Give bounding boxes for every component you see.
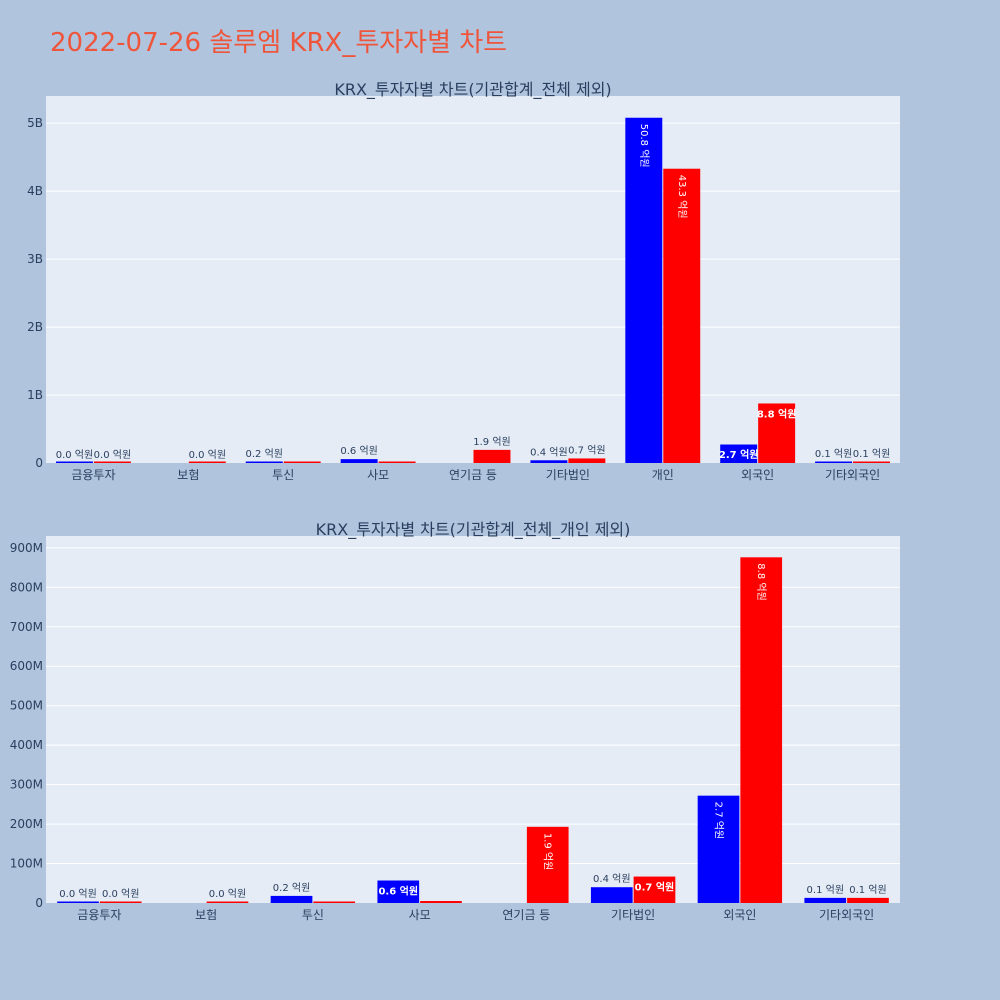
data-label: 0.1 억원 — [849, 884, 886, 896]
page-title: 2022-07-26 솔루엠 KRX_투자자별 차트 — [50, 28, 508, 58]
x-tick-label: 투신 — [302, 908, 324, 922]
x-tick-label: 기타외국인 — [825, 468, 880, 482]
bar-buy — [377, 880, 420, 903]
bar-sell — [473, 449, 511, 463]
bar-sell — [740, 557, 783, 903]
x-tick-label: 기타외국인 — [819, 908, 874, 922]
bar-sell — [93, 461, 131, 463]
y-tick-label: 1B — [27, 388, 43, 402]
x-tick-label: 개인 — [652, 468, 674, 482]
data-label: 0.1 억원 — [815, 448, 852, 460]
bar-sell — [420, 901, 462, 903]
bar-buy — [625, 117, 663, 464]
y-tick-label: 500M — [10, 699, 43, 713]
data-label: 0.0 억원 — [209, 888, 246, 900]
y-tick-label: 0 — [35, 896, 43, 910]
x-tick-label: 연기금 등 — [449, 468, 497, 482]
bar-sell — [378, 461, 416, 463]
y-tick-label: 5B — [27, 116, 43, 130]
bar-sell — [633, 876, 676, 903]
bar-sell — [283, 461, 321, 463]
data-label: 2.7 억원 — [719, 448, 759, 461]
y-tick-label: 400M — [10, 738, 43, 752]
data-label: 8.8 억원 — [755, 563, 767, 600]
data-label: 0.7 억원 — [568, 444, 605, 456]
y-tick-label: 3B — [27, 252, 43, 266]
x-tick-label: 금융투자 — [77, 908, 121, 922]
bar-sell — [758, 403, 796, 463]
bar-sell — [313, 901, 356, 903]
bar-sell — [206, 901, 249, 903]
data-label: 50.8 억원 — [638, 124, 650, 168]
bar-buy — [270, 895, 313, 903]
x-tick-label: 연기금 등 — [502, 908, 550, 922]
data-label: 0.0 억원 — [102, 888, 139, 900]
bar-buy — [530, 460, 568, 463]
y-tick-label: 0 — [35, 456, 43, 470]
x-tick-label: 외국인 — [723, 908, 756, 922]
y-tick-label: 2B — [27, 320, 43, 334]
data-label: 1.9 억원 — [542, 833, 554, 870]
bar-buy — [245, 461, 283, 463]
data-label: 0.2 억원 — [273, 882, 310, 894]
data-label: 0.2 억원 — [246, 448, 283, 460]
bar-sell — [663, 168, 701, 463]
bar-buy — [720, 444, 758, 463]
data-label: 0.0 억원 — [59, 888, 96, 900]
x-tick-label: 투신 — [272, 468, 294, 482]
bar-buy — [815, 461, 853, 463]
data-label: 0.7 억원 — [635, 881, 675, 894]
data-label: 0.0 억원 — [189, 449, 226, 461]
data-label: 2.7 억원 — [713, 802, 725, 839]
data-label: 0.1 억원 — [807, 884, 844, 896]
data-label: 1.9 억원 — [473, 436, 510, 448]
bar-sell — [188, 461, 226, 463]
x-tick-label: 금융투자 — [71, 468, 115, 482]
bar-sell — [99, 901, 142, 903]
x-tick-label: 기타법인 — [546, 468, 590, 482]
bar-sell — [526, 826, 569, 903]
bar-buy — [55, 461, 93, 463]
bar-buy — [804, 897, 847, 903]
bar-buy — [590, 887, 633, 903]
data-label: 0.4 억원 — [530, 446, 567, 458]
data-label: 0.1 억원 — [853, 448, 890, 460]
y-tick-label: 4B — [27, 184, 43, 198]
data-label: 0.0 억원 — [56, 449, 93, 461]
x-tick-label: 외국인 — [741, 468, 774, 482]
x-tick-label: 보험 — [177, 468, 199, 482]
data-label: 43.3 억원 — [676, 175, 688, 219]
y-tick-label: 900M — [10, 541, 43, 555]
y-tick-label: 800M — [10, 580, 43, 594]
chart-title: KRX_투자자별 차트(기관합계_전체 제외) — [334, 80, 611, 100]
bar-buy — [340, 459, 378, 463]
y-tick-label: 100M — [10, 857, 43, 871]
bar-buy — [57, 901, 99, 903]
data-label: 8.8 억원 — [757, 407, 797, 420]
bar-sell — [853, 461, 891, 463]
y-tick-label: 200M — [10, 817, 43, 831]
y-tick-label: 700M — [10, 620, 43, 634]
chart-title: KRX_투자자별 차트(기관합계_전체_개인 제외) — [316, 520, 631, 540]
data-label: 0.6 억원 — [340, 445, 377, 457]
x-tick-label: 보험 — [195, 908, 217, 922]
x-tick-label: 기타법인 — [611, 908, 655, 922]
y-tick-label: 600M — [10, 659, 43, 673]
data-label: 0.0 억원 — [94, 449, 131, 461]
y-tick-label: 300M — [10, 778, 43, 792]
x-tick-label: 사모 — [367, 468, 389, 482]
plot-area — [46, 96, 900, 463]
bar-sell — [847, 897, 889, 903]
data-label: 0.4 억원 — [593, 873, 630, 885]
chart-top: KRX_투자자별 차트(기관합계_전체 제외) 0 1B 2B 3B 4B 5B 금융투자 0.… — [27, 80, 900, 482]
bar-sell — [568, 458, 606, 463]
x-tick-label: 사모 — [409, 908, 431, 922]
data-label: 0.6 억원 — [378, 885, 418, 898]
bar-buy — [697, 795, 740, 903]
